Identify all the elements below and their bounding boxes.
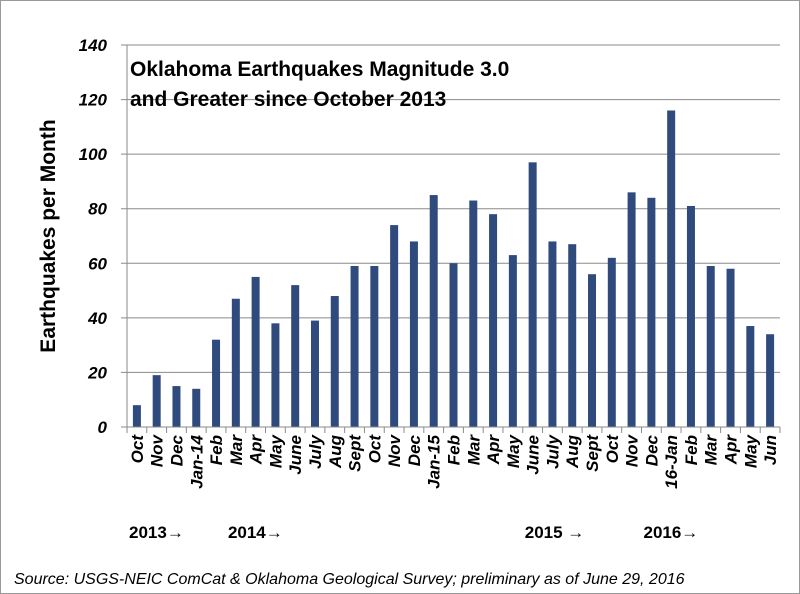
bar	[330, 296, 339, 427]
x-tick-label: Feb	[682, 435, 701, 465]
bar	[607, 257, 616, 427]
x-tick-label: Jan-14	[187, 434, 206, 488]
bar	[489, 214, 498, 427]
bars	[132, 110, 775, 428]
year-marker: 2015 →	[525, 523, 585, 542]
bar	[350, 266, 359, 427]
y-tick-label: 100	[79, 145, 108, 164]
bar	[251, 276, 260, 427]
bar	[172, 386, 181, 427]
x-tick-label: June	[286, 435, 305, 475]
bar	[706, 266, 715, 427]
source-note: Source: USGS-NEIC ComCat & Oklahoma Geol…	[14, 571, 685, 588]
x-tick-label: Dec	[167, 434, 186, 466]
x-tick-label: Apr	[722, 434, 741, 466]
x-tick-label: May	[504, 433, 523, 468]
bar	[271, 323, 280, 427]
x-tick-label: Dec	[405, 434, 424, 466]
x-tick-label: May	[266, 433, 285, 468]
bar	[588, 274, 597, 427]
chart-title-line-2: and Greater since October 2013	[130, 88, 446, 111]
bar	[686, 205, 695, 427]
x-tick-label: Sept	[583, 434, 602, 472]
bar	[409, 241, 418, 427]
bar	[766, 334, 775, 427]
bar	[548, 241, 557, 427]
bar	[310, 320, 319, 427]
bar	[508, 255, 517, 427]
x-tick-label: July	[543, 433, 562, 469]
y-tick-label: 120	[79, 91, 108, 110]
y-tick-label: 40	[87, 309, 107, 328]
bar	[212, 339, 221, 427]
x-tick-label: Oct	[128, 434, 147, 464]
x-tick-label: Mar	[227, 434, 246, 466]
x-tick-label: Sept	[346, 434, 365, 472]
bar	[647, 197, 656, 427]
x-tick-label: Jun	[761, 435, 780, 465]
y-tick-label: 60	[88, 254, 107, 273]
x-tick-label: Apr	[247, 434, 266, 466]
x-tick-label: Apr	[484, 434, 503, 466]
bar	[231, 298, 240, 427]
x-tick-label: Nov	[148, 433, 167, 467]
x-tick-label: Jan-15	[425, 434, 444, 488]
bar	[667, 110, 676, 427]
x-tick-label: Aug	[563, 434, 582, 469]
x-tick-label: Nov	[623, 433, 642, 467]
x-tick-label: Dec	[642, 434, 661, 466]
bar	[449, 263, 458, 427]
y-axis-label: Earthquakes per Month	[37, 119, 60, 352]
x-tick-label: June	[524, 435, 543, 475]
x-tick-label: Nov	[385, 433, 404, 467]
year-markers: 2013→ 2014→ 2015 → 2016→	[129, 523, 698, 542]
bar	[746, 326, 755, 427]
x-tick-label: Feb	[445, 435, 464, 465]
bar	[429, 195, 438, 427]
bar	[390, 225, 399, 427]
bar	[726, 268, 735, 427]
x-tick-label: Oct	[365, 434, 384, 464]
bar	[627, 192, 636, 427]
x-tick-label: Feb	[207, 435, 226, 465]
y-tick-label: 140	[79, 36, 108, 55]
x-tick-label: Oct	[603, 434, 622, 464]
bar	[291, 285, 300, 427]
x-tick-label: Mar	[464, 434, 483, 466]
y-tick-label: 80	[88, 200, 107, 219]
year-marker: 2016→	[643, 523, 698, 542]
bar	[192, 388, 201, 427]
bar	[568, 244, 577, 427]
x-tick-label: July	[306, 433, 325, 469]
bar	[528, 162, 537, 428]
x-tick-label: 16-Jan	[662, 435, 681, 489]
bar	[152, 375, 161, 427]
bar	[132, 405, 141, 427]
x-tick-label: Mar	[702, 434, 721, 466]
chart-title-line-1: Oklahoma Earthquakes Magnitude 3.0	[130, 58, 509, 81]
year-marker: 2013→	[129, 523, 184, 542]
bar	[469, 200, 478, 427]
bar	[370, 266, 379, 427]
year-marker: 2014→	[228, 523, 283, 542]
y-tick-label: 0	[98, 418, 108, 437]
y-tick-label: 20	[87, 363, 107, 382]
x-tick-label: May	[741, 433, 760, 468]
x-tick-label: Aug	[326, 434, 345, 469]
